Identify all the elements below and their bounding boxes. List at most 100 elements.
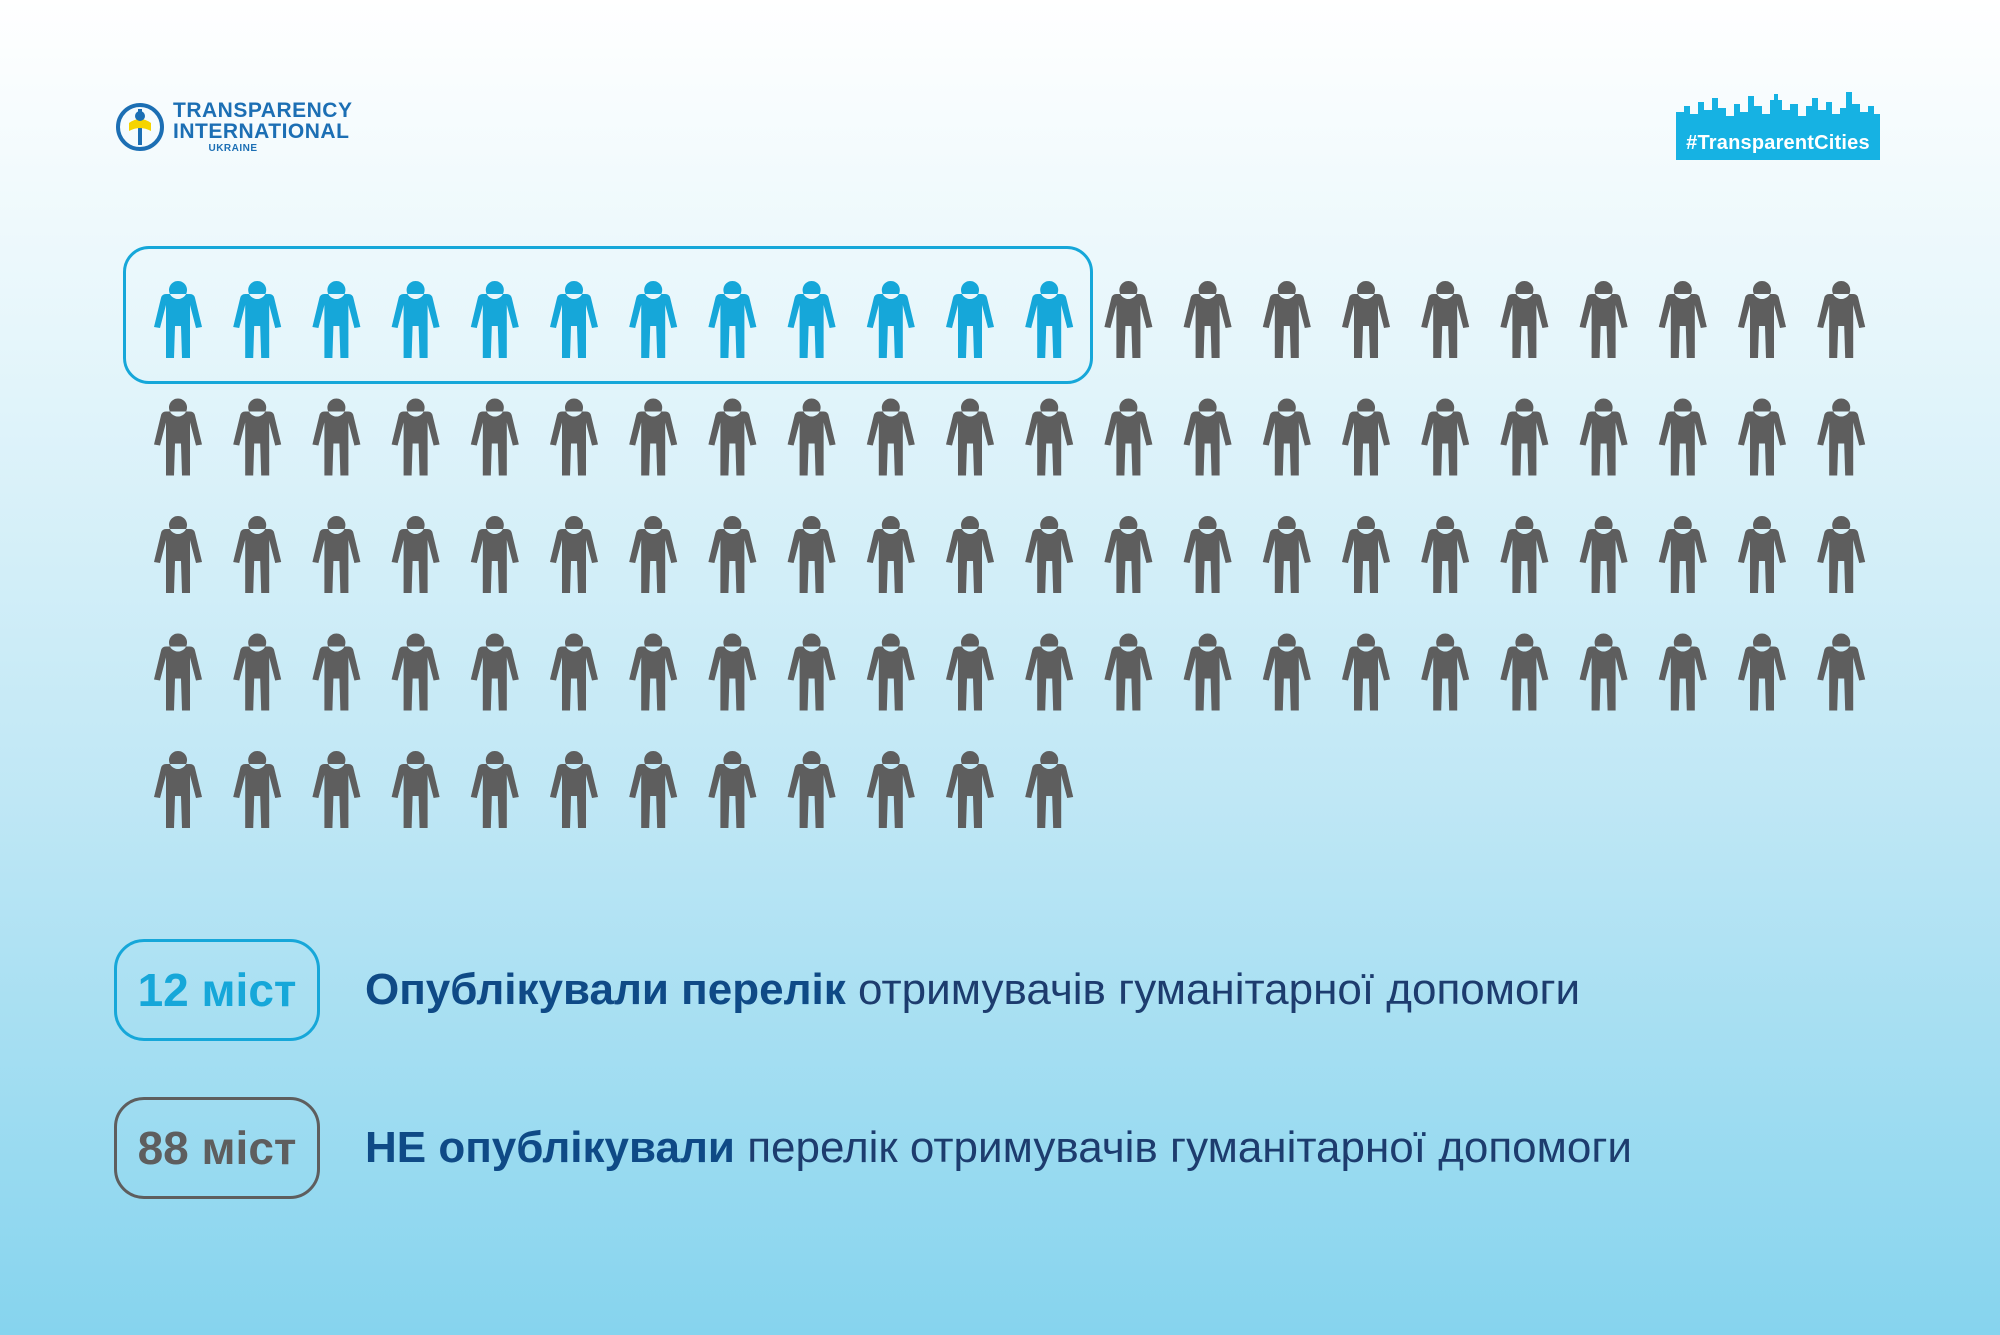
person-icon xyxy=(1738,398,1786,476)
person-icon xyxy=(1025,398,1074,476)
person-icon xyxy=(1738,281,1786,358)
person-icon xyxy=(470,516,519,593)
person-icon xyxy=(1817,281,1866,358)
person-icon xyxy=(1262,281,1311,358)
person-icon xyxy=(866,281,915,358)
person-icon xyxy=(708,633,757,711)
person-icon xyxy=(1183,516,1232,593)
logo-text-line1: TRANSPARENCY xyxy=(173,99,353,122)
person-icon xyxy=(1421,281,1470,358)
person-icon xyxy=(470,281,519,358)
person-icon xyxy=(1421,398,1470,476)
published-bold-text: Опублікували перелік xyxy=(365,965,846,1014)
not-published-description: НЕ опублікували перелік отримувачів гума… xyxy=(365,1123,1632,1173)
person-icon xyxy=(1025,281,1074,358)
person-icon xyxy=(1658,281,1707,358)
person-icon xyxy=(391,281,440,358)
person-icon xyxy=(1579,633,1628,711)
person-icon xyxy=(233,398,282,476)
person-icon xyxy=(787,398,836,476)
legend-item-published: 12 міст Опублікували перелік отримувачів… xyxy=(114,939,1580,1041)
person-icon xyxy=(1817,633,1866,711)
published-description: Опублікували перелік отримувачів гуманіт… xyxy=(365,965,1580,1015)
person-icon xyxy=(1579,516,1628,593)
person-icon xyxy=(1817,398,1866,476)
person-icon xyxy=(1658,516,1707,593)
person-icon xyxy=(1262,633,1311,711)
person-icon xyxy=(866,633,915,711)
not-published-rest-text: перелік отримувачів гуманітарної допомог… xyxy=(734,1123,1632,1172)
person-icon xyxy=(1500,516,1549,593)
person-icon xyxy=(312,398,361,476)
person-icon xyxy=(1104,516,1153,593)
person-icon xyxy=(1183,398,1232,476)
person-icon xyxy=(550,751,598,828)
person-icon xyxy=(550,281,598,358)
person-icon xyxy=(233,281,282,358)
person-icon xyxy=(1579,398,1628,476)
person-icon xyxy=(1262,398,1311,476)
person-icon xyxy=(708,398,757,476)
person-icon xyxy=(1183,281,1232,358)
person-icon xyxy=(1183,633,1232,711)
person-icon xyxy=(946,281,994,358)
logo-text-line2: INTERNATIONAL xyxy=(173,120,350,143)
person-icon xyxy=(866,751,915,828)
person-icon xyxy=(470,398,519,476)
person-icon xyxy=(787,751,836,828)
person-icon xyxy=(1579,281,1628,358)
person-icon xyxy=(866,398,915,476)
person-icon xyxy=(629,516,678,593)
person-icon xyxy=(154,281,202,358)
person-icon xyxy=(154,398,202,476)
person-icon xyxy=(1500,398,1549,476)
person-icon xyxy=(312,281,361,358)
person-icon xyxy=(391,751,440,828)
highlight-box xyxy=(123,246,1093,384)
person-icon xyxy=(391,516,440,593)
person-icon xyxy=(708,751,757,828)
person-icon xyxy=(233,751,282,828)
person-icon xyxy=(550,516,598,593)
person-icon xyxy=(1738,516,1786,593)
person-icon xyxy=(946,516,994,593)
ti-globe-icon xyxy=(116,103,164,151)
person-icon xyxy=(1025,516,1074,593)
person-icon xyxy=(1104,633,1153,711)
person-icon xyxy=(708,516,757,593)
person-icon xyxy=(233,516,282,593)
person-icon xyxy=(787,281,836,358)
person-icon xyxy=(550,398,598,476)
person-icon xyxy=(1500,633,1549,711)
person-icon xyxy=(1104,398,1153,476)
person-icon xyxy=(1658,398,1707,476)
not-published-bold-text: НЕ опублікували xyxy=(365,1123,735,1172)
person-icon xyxy=(946,751,994,828)
person-icon xyxy=(1262,516,1311,593)
person-icon xyxy=(1421,516,1470,593)
person-icon xyxy=(787,516,836,593)
person-icon xyxy=(1104,281,1153,358)
person-icon xyxy=(946,633,994,711)
person-icon xyxy=(391,633,440,711)
person-icon xyxy=(629,281,678,358)
person-icon xyxy=(391,398,440,476)
person-icon xyxy=(1421,633,1470,711)
person-icon xyxy=(1342,633,1390,711)
published-rest-text: отримувачів гуманітарної допомоги xyxy=(845,965,1581,1014)
person-icon xyxy=(1738,633,1786,711)
person-icon xyxy=(787,633,836,711)
person-icon xyxy=(629,751,678,828)
person-icon xyxy=(946,398,994,476)
person-icon xyxy=(154,633,202,711)
person-icon xyxy=(1342,516,1390,593)
person-icon xyxy=(312,633,361,711)
person-icon xyxy=(470,633,519,711)
person-icon xyxy=(708,281,757,358)
person-icon xyxy=(629,633,678,711)
person-icon xyxy=(233,633,282,711)
transparency-international-logo: TRANSPARENCY INTERNATIONAL UKRAINE xyxy=(115,100,352,154)
person-icon xyxy=(866,516,915,593)
